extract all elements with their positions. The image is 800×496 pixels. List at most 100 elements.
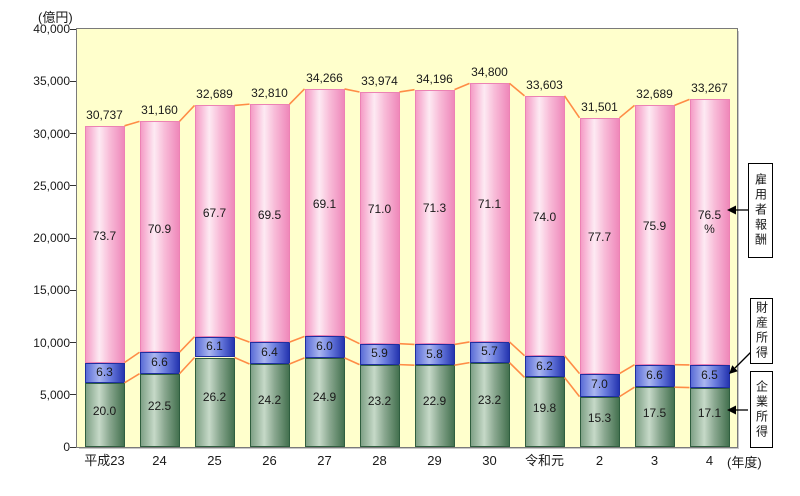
bar-segment-employee-compensation	[689, 99, 730, 365]
x-axis-unit-label: (年度)	[727, 455, 762, 470]
bar-segment-corporate-income	[579, 396, 620, 447]
bar-segment-corporate-income	[249, 364, 290, 447]
bar-segment-employee-compensation	[249, 104, 290, 343]
pink-pct-label: 73.7	[92, 229, 117, 244]
y-tick-label: 10,000	[33, 335, 70, 350]
x-category-label: 4	[705, 453, 714, 468]
green-pct-label: 19.8	[532, 400, 557, 415]
green-pct-label: 23.2	[367, 393, 392, 408]
blue-pct-label: 7.0	[591, 377, 608, 392]
bar-segment-employee-compensation	[579, 117, 620, 374]
x-category-label: 27	[317, 453, 332, 468]
x-category-label: 26	[262, 453, 277, 468]
pink-pct-label: 71.0	[367, 202, 392, 217]
total-value-label: 31,160	[141, 103, 178, 118]
y-tick-mark	[70, 289, 76, 291]
bar-segment-employee-compensation	[469, 83, 510, 342]
bar-segment-property-income	[359, 343, 400, 365]
y-tick-label: 40,000	[33, 22, 70, 36]
bar-segment-employee-compensation	[139, 121, 180, 353]
y-tick-mark	[70, 237, 76, 239]
green-pct-label: 24.2	[257, 393, 282, 408]
x-category-label: 30	[482, 453, 497, 468]
blue-pct-label: 5.7	[481, 344, 498, 359]
bar-segment-corporate-income	[469, 362, 510, 447]
bar-segment-property-income	[249, 342, 290, 365]
total-value-label: 34,196	[416, 71, 453, 86]
y-tick-mark	[70, 28, 76, 30]
x-category-label: 28	[372, 453, 387, 468]
y-tick-label: 0	[63, 440, 70, 454]
blue-pct-label: 6.2	[536, 358, 553, 373]
green-pct-label: 20.0	[92, 403, 117, 418]
total-value-label: 32,689	[196, 87, 233, 102]
bar-segment-corporate-income	[304, 357, 345, 447]
y-tick-label: 15,000	[33, 283, 70, 298]
y-tick-label: 30,000	[33, 126, 70, 141]
pink-pct-label: 69.1	[312, 197, 337, 212]
bar-segment-corporate-income	[84, 382, 125, 447]
y-tick-mark	[70, 80, 76, 82]
total-value-label: 32,810	[251, 86, 288, 101]
bar-segment-employee-compensation	[359, 91, 400, 344]
y-tick-mark	[70, 446, 76, 448]
bar-segment-employee-compensation	[304, 88, 345, 337]
bar-segment-corporate-income	[359, 364, 400, 447]
total-value-label: 31,501	[581, 99, 618, 114]
x-category-label: 24	[152, 453, 167, 468]
blue-pct-label: 5.8	[426, 346, 443, 361]
pink-pct-label: 70.9	[147, 221, 172, 236]
blue-pct-label: 6.0	[316, 339, 333, 354]
bar-segment-employee-compensation	[414, 89, 455, 345]
y-tick-mark	[70, 394, 76, 396]
bar-segment-corporate-income	[139, 373, 180, 447]
total-value-label: 33,603	[526, 77, 563, 92]
bar-segment-corporate-income	[194, 357, 235, 447]
pink-pct-label: 77.7	[587, 230, 612, 245]
total-value-label: 33,267	[691, 81, 728, 96]
pink-pct-label: 75.9	[642, 219, 667, 234]
legend-box-employee-compensation: 雇用者報酬	[748, 163, 773, 258]
bar-segment-employee-compensation	[634, 105, 675, 365]
y-axis-unit-label: (億円)	[38, 10, 73, 25]
pink-pct-label: 74.0	[532, 209, 557, 224]
bar-segment-employee-compensation	[194, 105, 235, 337]
green-pct-label: 23.2	[477, 392, 502, 407]
total-value-label: 34,266	[306, 70, 343, 85]
y-tick-label: 25,000	[33, 178, 70, 193]
blue-pct-label: 5.9	[371, 346, 388, 361]
pink-pct-label: 71.1	[477, 196, 502, 211]
green-pct-label: 15.3	[587, 411, 612, 426]
total-value-label: 32,689	[636, 87, 673, 102]
pink-pct-label: 76.5 %	[697, 208, 722, 237]
pink-pct-label: 69.5	[257, 207, 282, 222]
y-tick-mark	[70, 185, 76, 187]
bar-segment-property-income	[634, 364, 675, 388]
total-value-label: 30,737	[86, 107, 123, 122]
green-pct-label: 17.5	[642, 406, 667, 421]
green-pct-label: 24.9	[312, 389, 337, 404]
blue-pct-label: 6.4	[261, 345, 278, 360]
bar-segment-corporate-income	[689, 387, 730, 447]
green-pct-label: 22.5	[147, 398, 172, 413]
x-category-label: 2	[595, 453, 604, 468]
pink-pct-label: 71.3	[422, 201, 447, 216]
bar-segment-employee-compensation	[84, 125, 125, 363]
pink-pct-label: 67.7	[202, 206, 227, 221]
blue-pct-label: 6.6	[646, 367, 663, 382]
green-pct-label: 17.1	[697, 406, 722, 421]
plot-area	[76, 28, 738, 448]
y-tick-mark	[70, 342, 76, 343]
arrow-line-property-income	[734, 351, 752, 369]
green-pct-label: 26.2	[202, 389, 227, 404]
legend-box-property-income: 財産所得	[750, 298, 773, 364]
y-tick-label: 20,000	[33, 231, 70, 245]
y-tick-label: 35,000	[33, 74, 70, 89]
y-tick-mark	[70, 133, 76, 134]
total-value-label: 34,800	[471, 65, 508, 80]
bar-segment-property-income	[689, 364, 730, 388]
x-category-label: 平成23	[84, 453, 125, 468]
x-category-label: 25	[207, 453, 222, 468]
x-category-label: 3	[650, 453, 659, 468]
bar-segment-property-income	[304, 336, 345, 358]
